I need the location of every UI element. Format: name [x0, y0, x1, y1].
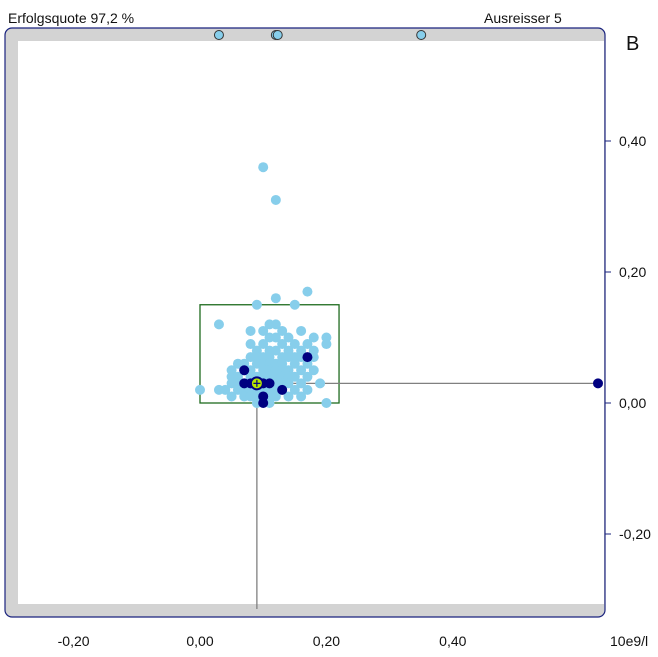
data-point [270, 391, 281, 402]
data-point [277, 325, 288, 336]
data-point [302, 371, 313, 382]
data-point [302, 384, 313, 395]
data-point [321, 398, 332, 408]
data-point-dark [302, 352, 313, 363]
outlier-count-label: Ausreisser 5 [484, 10, 562, 26]
data-point [251, 299, 262, 310]
data-point [283, 391, 294, 402]
data-point [289, 339, 300, 350]
data-point [289, 358, 300, 369]
data-point [270, 293, 281, 304]
data-point [270, 319, 281, 330]
data-point [220, 384, 231, 395]
data-point-dark [277, 384, 288, 395]
x-tick-label: 0,40 [439, 633, 466, 649]
data-point [289, 299, 300, 310]
data-point [308, 332, 319, 343]
x-tick-label: -0,20 [58, 633, 90, 649]
y-tick-label: 0,20 [619, 264, 646, 280]
data-point [270, 194, 281, 205]
success-rate-label: Erfolgsquote 97,2 % [8, 10, 135, 26]
outlier-marker-top [272, 30, 283, 40]
data-point [296, 391, 307, 402]
data-point-dark [264, 378, 275, 389]
data-point [245, 325, 256, 336]
data-point [270, 345, 281, 356]
data-point [213, 319, 224, 330]
x-tick-label: 0,00 [186, 633, 213, 649]
data-point [258, 325, 269, 336]
x-tick-label: 0,20 [313, 633, 340, 649]
data-point [258, 162, 269, 173]
plot-area [18, 41, 604, 604]
data-point [296, 365, 307, 376]
data-point [315, 378, 326, 389]
data-point [270, 332, 281, 343]
data-point [302, 339, 313, 350]
data-point [308, 365, 319, 376]
data-point [302, 286, 313, 297]
data-point [321, 339, 332, 350]
data-point [296, 378, 307, 389]
y-tick-label: 0,00 [619, 395, 646, 411]
y-tick-label: 0,40 [619, 133, 646, 149]
data-point [289, 384, 300, 395]
data-point-dark [239, 365, 250, 376]
data-point [296, 325, 307, 336]
data-point [277, 339, 288, 350]
data-point [283, 378, 294, 389]
x-unit-label: 10e9/l [610, 633, 648, 649]
data-point [258, 339, 269, 350]
data-point [245, 339, 256, 350]
data-point [195, 384, 205, 395]
outlier-marker-top [416, 30, 427, 40]
y-tick-label: -0,20 [619, 526, 651, 542]
data-point [289, 371, 300, 382]
data-point [226, 391, 237, 402]
panel-letter: B [626, 33, 640, 55]
data-point-dark [258, 398, 269, 408]
outlier-marker-right [593, 378, 603, 389]
outlier-marker-top [213, 30, 224, 40]
data-point [283, 332, 294, 343]
